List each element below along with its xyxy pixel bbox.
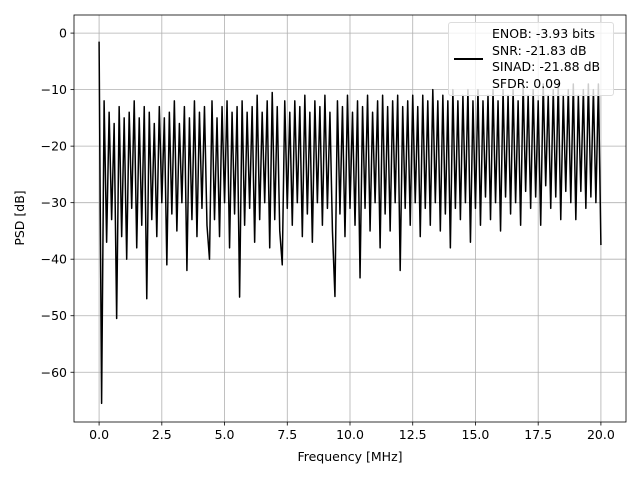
y-tick-label: −20 <box>41 139 67 154</box>
x-tick-label: 5.0 <box>215 427 235 442</box>
y-tick-label: 0 <box>59 26 67 41</box>
x-tick-label: 15.0 <box>462 427 490 442</box>
data-line <box>98 41 602 405</box>
y-tick-label: −40 <box>41 252 67 267</box>
y-tick-label: −60 <box>41 365 67 380</box>
legend-label: ENOB: -3.93 bits SNR: -21.83 dB SINAD: -… <box>492 26 601 91</box>
x-tick-label: 10.0 <box>336 427 364 442</box>
x-tick-label: 20.0 <box>587 427 615 442</box>
legend: ENOB: -3.93 bits SNR: -21.83 dB SINAD: -… <box>448 22 614 96</box>
y-axis-label: PSD [dB] <box>12 190 27 245</box>
x-axis-label: Frequency [MHz] <box>297 449 402 464</box>
x-tick-label: 7.5 <box>277 427 297 442</box>
y-tick-label: −50 <box>41 308 67 323</box>
x-tick-label: 12.5 <box>399 427 427 442</box>
plot <box>98 41 602 405</box>
legend-line <box>454 58 483 60</box>
x-tick-label: 17.5 <box>524 427 552 442</box>
x-tick-label: 0.0 <box>89 427 109 442</box>
y-tick-label: −10 <box>41 82 67 97</box>
y-tick-label: −30 <box>41 195 67 210</box>
x-tick-label: 2.5 <box>152 427 172 442</box>
